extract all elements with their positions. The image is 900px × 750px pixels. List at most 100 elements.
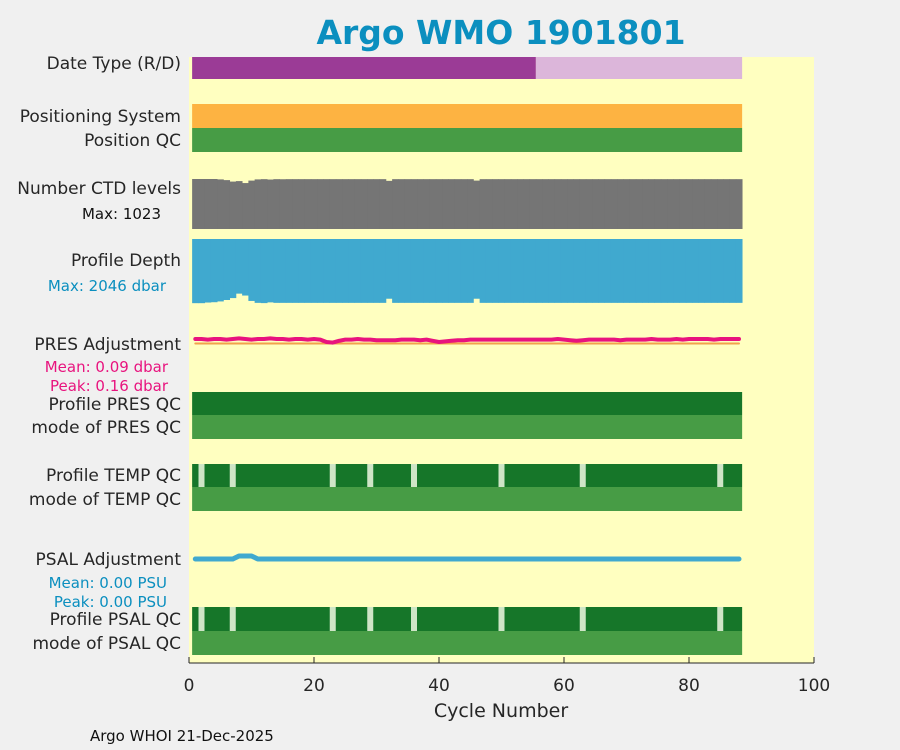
ctd-level-bar bbox=[460, 179, 468, 229]
label-psal-adjustment: PSAL Adjustment bbox=[36, 550, 182, 570]
ctd-level-bar bbox=[198, 179, 206, 229]
profile-temp-qc-bar bbox=[192, 464, 743, 487]
ctd-level-bar bbox=[498, 179, 506, 229]
plot-area bbox=[189, 57, 814, 663]
ctd-level-bar bbox=[598, 179, 606, 229]
ctd-level-bar bbox=[335, 179, 343, 229]
ctd-level-bar bbox=[292, 179, 299, 229]
profile-pres-qc-bar bbox=[192, 392, 743, 415]
ctd-level-bar bbox=[392, 179, 399, 229]
profile-depth-bar bbox=[260, 239, 268, 304]
profile-depth-bar bbox=[723, 239, 731, 303]
x-tick-label: 80 bbox=[678, 676, 700, 696]
profile-depth-bar bbox=[604, 239, 612, 303]
profile-psal-qc-bar bbox=[192, 607, 743, 631]
profile-depth-bar bbox=[585, 239, 593, 303]
x-tick-label: 0 bbox=[184, 676, 195, 696]
profile-depth-bar bbox=[354, 239, 362, 303]
profile-temp-qc-flag-marker bbox=[579, 464, 586, 487]
profile-depth-bar bbox=[648, 239, 656, 303]
date-type-delayed-bar bbox=[535, 57, 743, 79]
profile-depth-bar bbox=[242, 239, 249, 296]
ctd-level-bar bbox=[448, 179, 456, 229]
profile-depth-bar bbox=[192, 239, 199, 304]
ctd-level-bar bbox=[660, 179, 668, 229]
profile-depth-bar bbox=[467, 239, 474, 303]
chart-marks bbox=[192, 57, 743, 655]
ctd-level-bar bbox=[317, 179, 324, 229]
ctd-level-bar bbox=[323, 179, 331, 229]
ctd-level-bar bbox=[704, 179, 712, 229]
ctd-level-bar bbox=[723, 179, 731, 229]
ctd-level-bar bbox=[310, 179, 318, 229]
profile-depth-bar bbox=[479, 239, 487, 303]
profile-psal-qc-flag-marker bbox=[579, 607, 586, 631]
profile-psal-qc-flag-marker bbox=[411, 607, 417, 631]
ctd-level-bar bbox=[223, 180, 231, 229]
ctd-level-bar bbox=[648, 179, 656, 229]
ctd-level-bar bbox=[560, 179, 568, 229]
profile-depth-bar bbox=[254, 239, 262, 303]
ctd-level-bar bbox=[585, 179, 593, 229]
profile-depth-bar bbox=[298, 239, 306, 303]
profile-depth-bar bbox=[654, 239, 662, 303]
profile-depth-bar bbox=[360, 239, 368, 303]
profile-depth-bar bbox=[729, 239, 737, 303]
profile-depth-bar bbox=[610, 239, 618, 303]
ctd-level-bar bbox=[479, 179, 487, 229]
ctd-level-bar bbox=[354, 179, 362, 229]
x-tick-label: 40 bbox=[428, 676, 450, 696]
positioning-system-bar bbox=[192, 104, 743, 128]
ctd-level-bar bbox=[423, 179, 431, 229]
ctd-level-bar bbox=[348, 179, 356, 229]
label-mode-pres-qc: mode of PRES QC bbox=[31, 418, 181, 438]
ctd-level-bar bbox=[610, 179, 618, 229]
mode-temp-qc-bar bbox=[192, 487, 743, 511]
ctd-level-bar bbox=[304, 179, 312, 229]
profile-depth-bar bbox=[273, 239, 281, 303]
profile-depth-bar bbox=[198, 239, 206, 304]
ctd-level-bar bbox=[204, 179, 212, 229]
footer-credit: Argo WHOI 21-Dec-2025 bbox=[90, 727, 274, 745]
ctd-level-bar bbox=[679, 179, 687, 229]
profile-depth-bar bbox=[542, 239, 549, 303]
x-axis-ticks: 0 20 40 60 80 100 bbox=[184, 657, 830, 696]
label-profile-psal-qc: Profile PSAL QC bbox=[50, 610, 181, 630]
profile-depth-bar bbox=[667, 239, 674, 303]
profile-depth-bar bbox=[617, 239, 624, 303]
profile-depth-bar bbox=[417, 239, 424, 303]
ctd-level-bar bbox=[729, 179, 737, 229]
profile-depth-bar bbox=[573, 239, 581, 303]
ctd-level-bar bbox=[229, 181, 237, 229]
profile-psal-qc-flag-marker bbox=[198, 607, 205, 631]
profile-depth-bar bbox=[317, 239, 324, 303]
profile-depth-bar bbox=[279, 239, 287, 303]
ctd-level-bar bbox=[592, 179, 599, 229]
profile-depth-bar bbox=[229, 239, 237, 299]
profile-depth-bar bbox=[404, 239, 412, 303]
ctd-level-bar bbox=[248, 180, 256, 229]
ctd-level-bar bbox=[523, 179, 531, 229]
profile-depth-bar bbox=[348, 239, 356, 303]
profile-depth-bar bbox=[717, 239, 724, 303]
ctd-level-bar bbox=[542, 179, 549, 229]
mode-pres-qc-bar bbox=[192, 415, 743, 439]
profile-depth-bar bbox=[267, 239, 274, 303]
ctd-level-bar bbox=[623, 179, 631, 229]
ctd-level-bar bbox=[210, 179, 218, 229]
ctd-level-bar bbox=[485, 179, 493, 229]
profile-depth-bar bbox=[560, 239, 568, 303]
ctd-level-bar bbox=[442, 179, 449, 229]
date-type-realtime-bar bbox=[192, 57, 536, 79]
chart-title: Argo WMO 1901801 bbox=[316, 13, 685, 52]
label-profile-depth: Profile Depth bbox=[71, 251, 181, 271]
ctd-level-bar bbox=[604, 179, 612, 229]
profile-depth-bar bbox=[217, 239, 224, 302]
profile-depth-bar bbox=[623, 239, 631, 303]
ctd-level-bar bbox=[692, 179, 699, 229]
x-tick-label: 20 bbox=[303, 676, 325, 696]
x-tick-label: 60 bbox=[553, 676, 575, 696]
profile-depth-bar bbox=[454, 239, 462, 303]
profile-depth-bar bbox=[710, 239, 718, 303]
position-qc-bar bbox=[192, 128, 743, 152]
